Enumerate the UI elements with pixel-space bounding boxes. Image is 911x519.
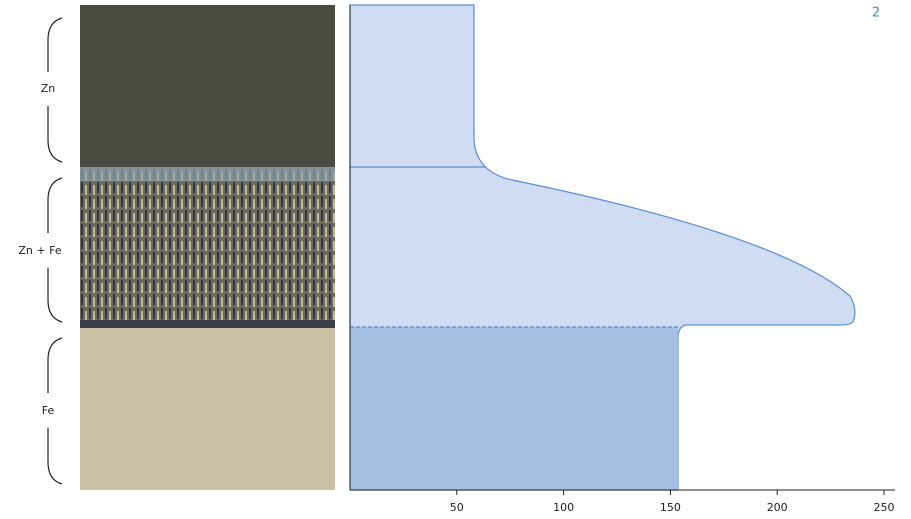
substrate-area [350,327,678,490]
layer-label: Fe [42,404,55,417]
x-tick-label: 200 [767,501,788,514]
micrograph [80,5,335,490]
figure: Zn Zn + Fe Fe 2 50 100 150 200 250 [0,0,911,519]
x-tick-label: 100 [553,501,574,514]
layer-label: Zn + Fe [18,244,61,257]
figure-number: 2 [872,6,880,21]
layer-label: Zn [41,82,56,95]
x-tick-label: 250 [874,501,895,514]
x-tick-label: 150 [660,501,681,514]
x-ticks: 50 100 150 200 250 [450,490,895,514]
x-tick-label: 50 [450,501,464,514]
